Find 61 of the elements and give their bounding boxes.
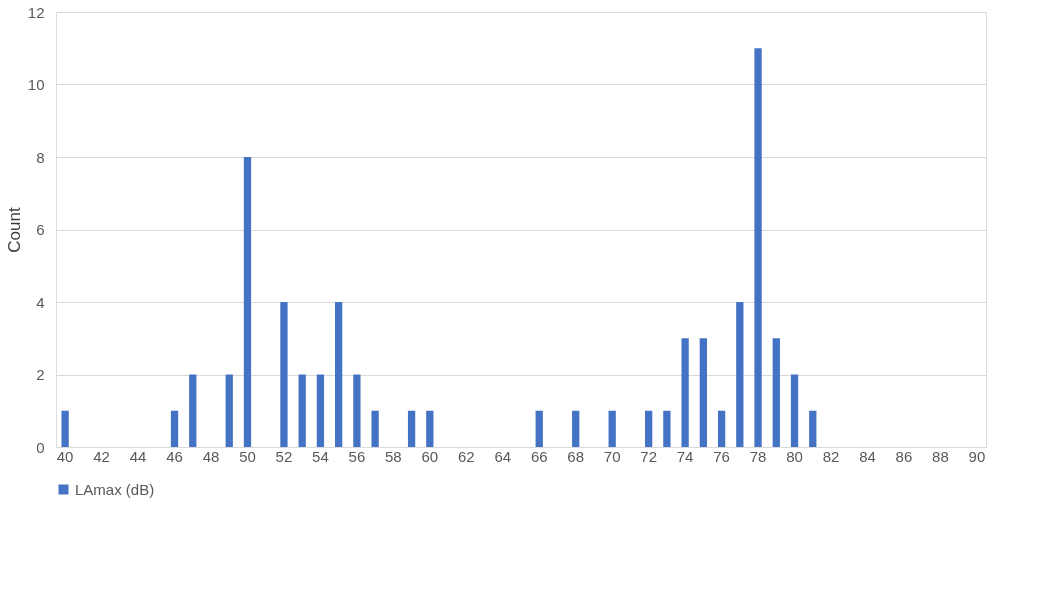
x-tick-label: 86 [895,447,913,465]
x-tick-label: 50 [239,447,256,465]
y-tick-label: 8 [36,148,45,166]
bar [681,338,689,447]
bar [717,410,726,447]
x-tick-label: 42 [93,447,110,465]
bar [225,374,233,447]
y-tick-label: 0 [36,438,45,456]
x-tick-label: 44 [129,447,147,465]
y-tick-label: 10 [27,76,45,93]
x-tick-label: 62 [457,447,475,465]
bar [61,410,69,447]
x-tick-label: 78 [749,447,767,465]
x-tick-label: 56 [348,447,366,465]
bar [280,302,288,447]
x-tick-label: 72 [640,447,657,465]
bar [663,410,671,447]
x-tick-label: 60 [421,447,439,465]
y-tick-label: 12 [27,3,45,21]
x-tick-label: 74 [676,447,694,465]
bar [316,374,325,447]
x-tick-label: 48 [202,447,220,465]
bar [754,48,762,447]
x-tick-label: 84 [859,447,876,465]
bar [736,302,744,447]
legend-label: LAmax (dB) [75,480,155,498]
bar [809,410,817,447]
bar [298,374,306,447]
bar [645,410,653,447]
x-tick-label: 46 [166,447,183,465]
bar [170,410,179,447]
bar [608,410,616,447]
x-tick-label: 70 [603,447,621,465]
x-tick-label: 54 [312,447,329,465]
bar [790,374,799,447]
bar [699,338,707,447]
x-tick-label: 68 [567,447,585,465]
bar [353,374,361,447]
bar [426,410,434,447]
bar [572,410,580,447]
bar [535,410,543,447]
x-tick-label: 52 [275,447,293,465]
bar [189,374,197,447]
x-tick-label: 90 [968,447,986,465]
x-tick-label: 88 [932,447,949,465]
y-axis-title: Count [4,207,24,253]
x-tick-label: 80 [786,447,803,465]
x-tick-label: 58 [385,447,402,465]
x-tick-label: 82 [822,447,840,465]
y-tick-label: 4 [36,293,45,311]
x-tick-label: 40 [56,447,74,465]
x-tick-label: 64 [494,447,512,465]
bar [243,157,252,447]
x-tick-label: 76 [713,447,730,465]
x-tick-label: 66 [530,447,548,465]
y-tick-label: 2 [36,366,45,383]
bar [407,410,416,447]
bar [335,302,343,447]
y-tick-label: 6 [36,221,45,238]
bar [772,338,780,447]
bar [371,410,379,447]
